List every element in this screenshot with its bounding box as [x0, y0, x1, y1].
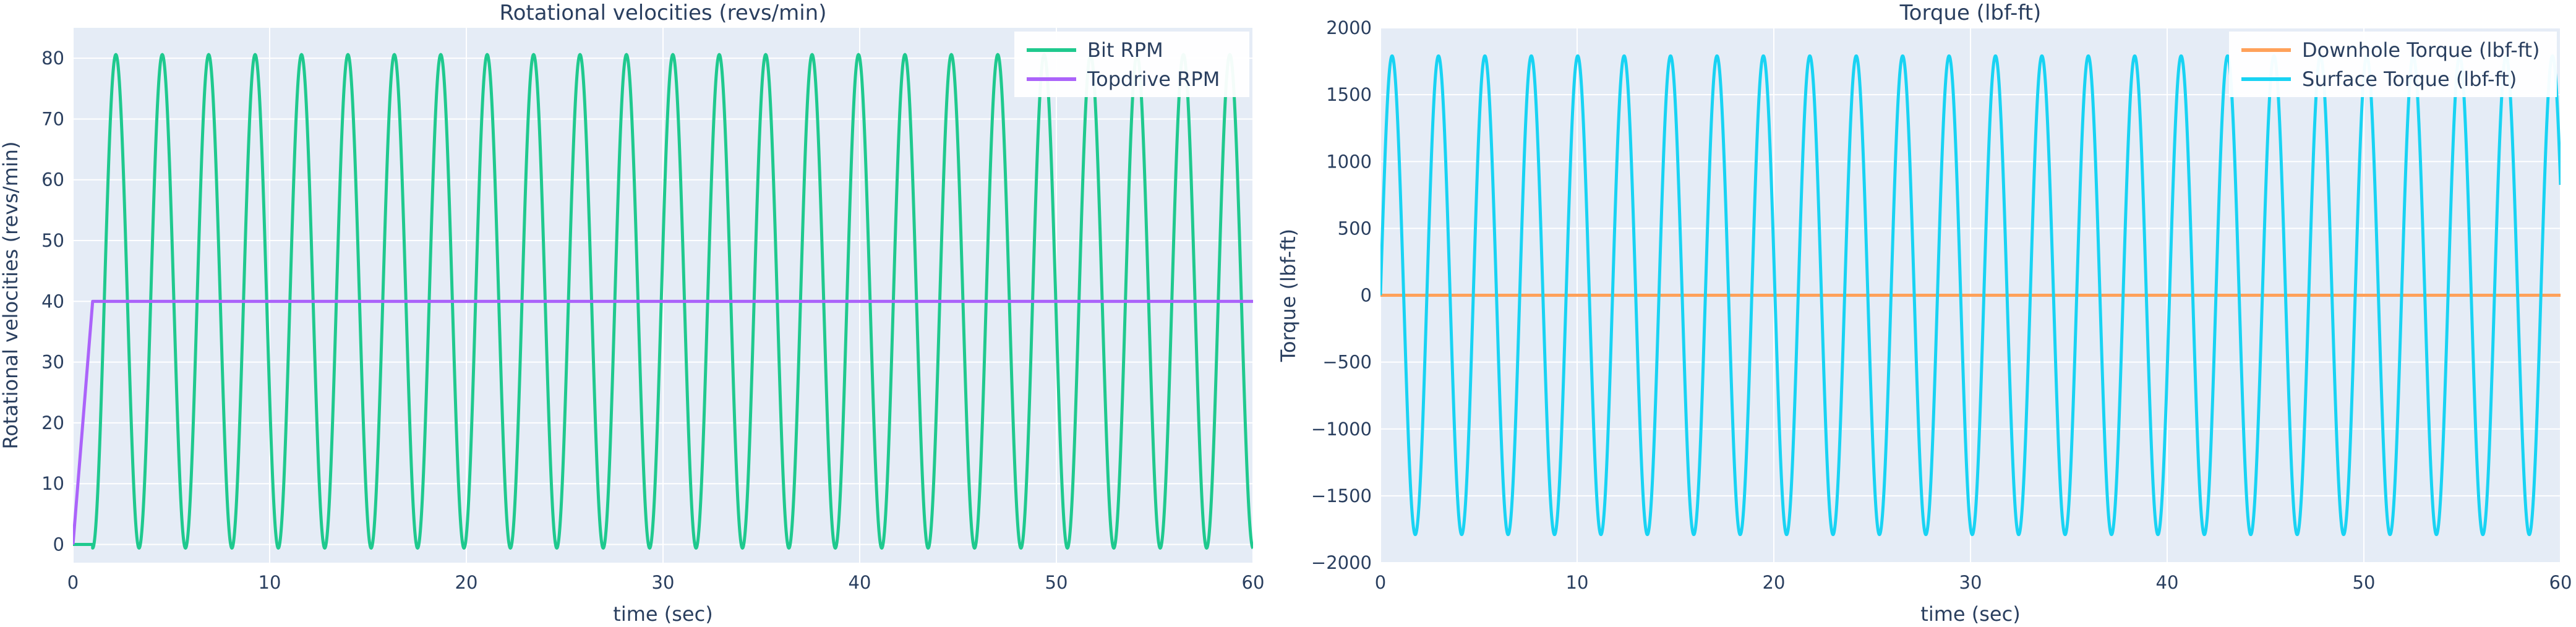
- legend-label[interactable]: Surface Torque (lbf-ft): [2302, 67, 2517, 91]
- legend-label[interactable]: Topdrive RPM: [1087, 67, 1220, 91]
- y-tick-label: 1000: [1326, 151, 1372, 172]
- y-tick-label: 80: [41, 48, 64, 69]
- x-axis-title: time (sec): [1920, 602, 2020, 626]
- x-tick-label: 40: [2156, 572, 2179, 593]
- y-axis-title: Torque (lbf-ft): [1277, 229, 1300, 362]
- x-axis-title: time (sec): [613, 602, 712, 626]
- x-tick-label: 30: [652, 572, 675, 593]
- legend-label[interactable]: Downhole Torque (lbf-ft): [2302, 38, 2540, 62]
- legend-label[interactable]: Bit RPM: [1087, 38, 1163, 62]
- x-tick-label: 10: [259, 572, 281, 593]
- y-tick-label: 2000: [1326, 17, 1372, 38]
- x-tick-label: 40: [849, 572, 871, 593]
- rpm-chart: 0 10 20 30 40 50 60 0 10 20 30 40 50 60 70 80 Rotational…: [0, 1, 1264, 626]
- y-tick-label: 30: [41, 352, 64, 373]
- y-tick-label: −1500: [1311, 485, 1372, 506]
- x-tick-label: 30: [1959, 572, 1982, 593]
- y-tick-label: 0: [53, 534, 64, 555]
- x-tick-label: 60: [1242, 572, 1265, 593]
- legend[interactable]: Downhole Torque (lbf-ft) Surface Torque (…: [2229, 32, 2557, 97]
- y-tick-label: 20: [41, 412, 64, 433]
- y-tick-label: 500: [1338, 218, 1372, 239]
- torque-chart: 0 10 20 30 40 50 60 −2000 −1500 −1000 −500 0 500 1000…: [1277, 1, 2572, 626]
- y-tick-label: −1000: [1311, 419, 1372, 440]
- y-tick-label: −500: [1322, 352, 1372, 373]
- y-tick-label: 70: [41, 108, 64, 129]
- y-tick-label: 1500: [1326, 84, 1372, 105]
- y-tick-label: 50: [41, 230, 64, 251]
- x-tick-label: 0: [67, 572, 79, 593]
- y-axis-title: Rotational velocities (revs/min): [0, 142, 22, 450]
- y-tick-label: 0: [1361, 285, 1372, 306]
- chart-title: Torque (lbf-ft): [1899, 1, 2042, 25]
- y-tick-label: 60: [41, 169, 64, 190]
- x-tick-label: 50: [2353, 572, 2376, 593]
- x-tick-label: 50: [1045, 572, 1068, 593]
- y-tick-label: 10: [41, 473, 64, 494]
- y-tick-label: 40: [41, 291, 64, 312]
- chart-title: Rotational velocities (revs/min): [499, 1, 826, 25]
- x-tick-label: 10: [1566, 572, 1589, 593]
- x-tick-label: 0: [1375, 572, 1386, 593]
- x-tick-label: 60: [2549, 572, 2572, 593]
- x-tick-label: 20: [1763, 572, 1786, 593]
- y-tick-label: −2000: [1311, 552, 1372, 573]
- x-tick-label: 20: [455, 572, 478, 593]
- legend[interactable]: Bit RPM Topdrive RPM: [1014, 32, 1249, 97]
